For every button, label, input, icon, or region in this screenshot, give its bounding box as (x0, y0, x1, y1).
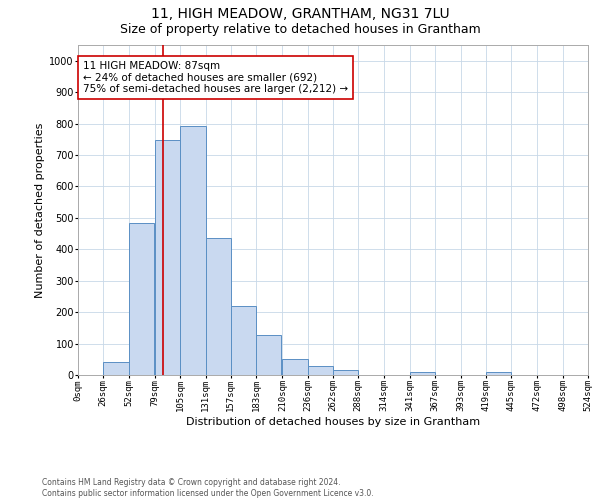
Bar (155, 140, 180, 375)
Bar (486, 372, 511, 375)
Text: Contains HM Land Registry data © Crown copyright and database right 2024.
Contai: Contains HM Land Registry data © Crown c… (42, 478, 374, 498)
Bar (103, 362, 128, 375)
Bar (205, 238, 231, 375)
Text: Size of property relative to detached houses in Grantham: Size of property relative to detached ho… (119, 22, 481, 36)
Bar (180, 126, 206, 375)
Bar (308, 366, 333, 375)
Bar (256, 335, 281, 375)
Text: 11, HIGH MEADOW, GRANTHAM, NG31 7LU: 11, HIGH MEADOW, GRANTHAM, NG31 7LU (151, 8, 449, 22)
X-axis label: Distribution of detached houses by size in Grantham: Distribution of detached houses by size … (186, 417, 480, 427)
Text: 11 HIGH MEADOW: 87sqm
← 24% of detached houses are smaller (692)
75% of semi-det: 11 HIGH MEADOW: 87sqm ← 24% of detached … (83, 60, 348, 94)
Bar (231, 306, 256, 375)
Bar (333, 370, 358, 375)
Bar (283, 360, 308, 375)
Y-axis label: Number of detached properties: Number of detached properties (35, 122, 45, 298)
Bar (410, 372, 435, 375)
Bar (128, 223, 154, 375)
